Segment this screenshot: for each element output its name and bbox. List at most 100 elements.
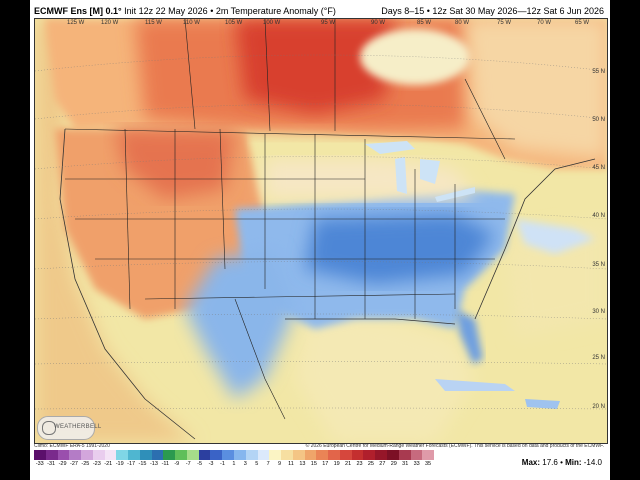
colorbar-swatch [69, 450, 82, 460]
colorbar-swatch [163, 450, 176, 460]
colorbar-swatch [34, 450, 46, 460]
colorbar-tick: -1 [220, 461, 225, 467]
colorbar [34, 450, 435, 460]
logo-globe-icon [42, 421, 56, 435]
us-canada-border [64, 128, 516, 140]
colorbar-tick: -21 [104, 461, 113, 467]
colorbar-swatch [304, 450, 317, 460]
lat-label: 30 N [592, 309, 605, 315]
colorbar-swatch [375, 450, 387, 460]
colorbar-tick: 1 [232, 461, 236, 467]
lon-label: 90 W [371, 20, 386, 26]
mexico-cool [185, 249, 295, 399]
colorbar-swatch [269, 450, 282, 460]
colorbar-swatch [210, 450, 223, 460]
colorbar-swatch [104, 450, 117, 460]
min-label: Min: [565, 458, 582, 467]
lon-label: 70 W [537, 20, 552, 26]
colorbar-swatch [222, 450, 235, 460]
colorbar-tick: -9 [174, 461, 180, 467]
lon-label: 85 W [417, 20, 432, 26]
max-value: 17.6 [542, 458, 558, 467]
logo-text: WEATHERBELL [54, 424, 102, 430]
colorbar-swatch [92, 450, 105, 460]
colorbar-ticks: -33 -31 -29 -27 -25 -23 -21 -19 -17 -15 -13 -11 -9 -7… [34, 461, 434, 469]
colorbar-tick: -33 [35, 461, 44, 467]
colorbar-tick: -29 [58, 461, 67, 467]
state-line [144, 293, 456, 300]
lat-label: 25 N [592, 355, 605, 361]
colorbar-tick: 9 [278, 461, 282, 467]
colorbar-swatch [410, 450, 423, 460]
lat-label: 50 N [592, 117, 605, 123]
atlantic-ocean [505, 219, 607, 339]
lon-label: 120 W [101, 20, 119, 26]
colorbar-swatch [139, 450, 152, 460]
colorbar-tick: -25 [81, 461, 90, 467]
colorbar-tick: 25 [367, 461, 374, 467]
colorbar-tick: 23 [356, 461, 363, 467]
florida [455, 309, 483, 364]
colorbar-swatch [128, 450, 140, 460]
colorbar-swatch [151, 450, 164, 460]
lon-label: 115 W [145, 20, 162, 26]
colorbar-tick: 15 [310, 461, 317, 467]
colorbar-tick: 7 [266, 461, 270, 467]
atlantic-cool-patch [515, 219, 595, 254]
copyright-note: © 2026 European Centre for Medium-Range … [305, 443, 604, 449]
product-name: 2m Temperature Anomaly (°F) [215, 6, 336, 16]
colorbar-tick: 5 [255, 461, 259, 467]
colorbar-tick: -17 [127, 461, 136, 467]
colorbar-swatch [175, 450, 187, 460]
colorbar-tick: -27 [70, 461, 78, 467]
cuba [435, 379, 515, 391]
atlantic-coastline [474, 158, 596, 320]
colorbar-tick: 13 [299, 461, 306, 467]
colorbar-tick: -7 [185, 461, 191, 467]
max-min-readout: Max: 17.6 • Min: -14.0 [521, 458, 602, 467]
colorbar-tick: -13 [149, 461, 158, 467]
colorbar-tick: 17 [322, 461, 329, 467]
lake-superior [365, 141, 415, 154]
init-time: Init 12z 22 May 2026 [124, 6, 208, 16]
hudson-bay [360, 29, 470, 85]
colorbar-swatch [257, 450, 270, 460]
colorbar-swatch [386, 450, 399, 460]
colorbar-swatch [351, 450, 364, 460]
temperature-anomaly-map [35, 19, 607, 443]
pacific-ocean [35, 19, 195, 443]
colorbar-tick: -15 [138, 461, 147, 467]
lon-label: 80 W [455, 20, 470, 26]
gulf-of-mexico [295, 309, 475, 443]
colorbar-swatch [328, 450, 340, 460]
colorbar-swatch [422, 450, 435, 460]
colorbar-swatch [57, 450, 70, 460]
lon-label: 75 W [497, 20, 512, 26]
title-left: ECMWF Ens [M] 0.1° Init 12z 22 May 2026 … [34, 6, 336, 16]
colorbar-swatch [234, 450, 246, 460]
lake-michigan [395, 157, 407, 194]
lat-label: 40 N [592, 213, 605, 219]
colorbar-swatch [292, 450, 305, 460]
min-value: -14.0 [583, 458, 602, 467]
colorbar-swatch [198, 450, 211, 460]
colorbar-tick: 21 [345, 461, 352, 467]
colorbar-swatch [81, 450, 93, 460]
lat-label: 55 N [592, 69, 605, 75]
lon-label: 125 W [67, 20, 85, 26]
mexico-line [234, 298, 286, 420]
hispaniola [525, 399, 560, 409]
colorbar-tick: 19 [333, 461, 340, 467]
colorbar-tick: -11 [161, 461, 170, 467]
colorbar-swatch [316, 450, 329, 460]
state-line [219, 128, 226, 270]
colorbar-swatch [281, 450, 293, 460]
colorbar-tick: 11 [288, 461, 294, 467]
max-label: Max: [521, 458, 541, 467]
lat-label: 45 N [592, 165, 605, 171]
weatherbell-logo: WEATHERBELL [37, 416, 101, 440]
colorbar-tick: -19 [115, 461, 124, 467]
valid-period: Days 8–15 • 12z Sat 30 May 2026—12z Sat … [381, 6, 604, 16]
colorbar-tick: 35 [424, 461, 432, 467]
graticule [35, 54, 607, 410]
